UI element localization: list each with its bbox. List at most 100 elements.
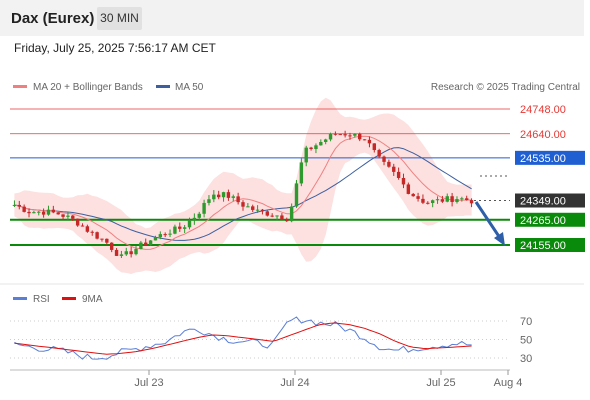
- candle-body: [207, 199, 211, 203]
- x-tick-label: Aug 4: [494, 377, 523, 389]
- candle-body: [241, 202, 245, 207]
- candle-body: [46, 209, 51, 215]
- candle-body: [304, 147, 308, 163]
- candle-body: [406, 184, 411, 194]
- candle-body: [221, 192, 226, 198]
- level-label-pivot: 24535.00: [520, 153, 566, 165]
- candle-body: [80, 225, 85, 227]
- candle-body: [377, 150, 381, 157]
- legend-swatch-rsi: [13, 297, 27, 300]
- candle-body: [61, 214, 65, 217]
- rsi-lines: [14, 316, 472, 360]
- candle-body: [173, 226, 177, 234]
- candle-body: [333, 133, 338, 135]
- candle-body: [319, 141, 323, 146]
- candle-body: [299, 162, 304, 184]
- candle-body: [455, 199, 459, 203]
- candle-body: [421, 198, 425, 203]
- level-label-bg-support: [515, 212, 585, 227]
- candle-body: [426, 202, 430, 204]
- level-label-support: 24155.00: [520, 240, 566, 252]
- instrument-title: Dax (Eurex): [11, 10, 95, 27]
- candle-body: [114, 249, 119, 256]
- candle-body: [66, 215, 70, 217]
- candle-body: [144, 242, 148, 245]
- rsi-tick-label: 50: [520, 335, 532, 347]
- candle-body: [212, 194, 216, 200]
- legend-credit: Research © 2025 Trading Central: [431, 82, 580, 93]
- ma20-path: [14, 135, 472, 250]
- legend-rsi: RSI: [33, 294, 50, 305]
- rsi-tick-label: 70: [520, 316, 532, 328]
- candle-body: [75, 218, 80, 226]
- rsi-path: [14, 316, 472, 360]
- candle-body: [139, 242, 143, 250]
- candle-body: [41, 211, 46, 215]
- candle-body: [314, 145, 318, 150]
- candle-body: [216, 194, 221, 198]
- level-label-support: 24265.00: [520, 215, 566, 227]
- candle-body: [270, 215, 274, 217]
- level-labels: 24748.00 24640.00 24535.00 24349.00 24265.00…: [515, 104, 585, 252]
- candle-body: [382, 156, 386, 162]
- candle-body: [231, 196, 235, 198]
- x-tick-label: Jul 23: [134, 377, 163, 389]
- level-label-resistance: 24640.00: [520, 129, 566, 141]
- candle-body: [362, 139, 367, 141]
- candle-body: [22, 206, 26, 212]
- legend-9ma: 9MA: [82, 294, 103, 305]
- candle-body: [56, 212, 60, 215]
- candles: [12, 130, 474, 258]
- candle-body: [129, 251, 133, 255]
- candle-body: [469, 200, 474, 204]
- candle-body: [197, 213, 201, 218]
- candle-body: [416, 196, 420, 199]
- ma50-line: [14, 147, 472, 241]
- candle-body: [435, 199, 440, 201]
- candle-body: [251, 206, 255, 210]
- candle-body: [260, 209, 265, 212]
- level-label-bg-pivot: [515, 150, 585, 165]
- candle-body: [32, 212, 36, 214]
- candle-body: [372, 143, 377, 151]
- candle-body: [168, 233, 172, 235]
- candle-body: [348, 135, 352, 137]
- legend-swatch-ma9: [62, 297, 76, 300]
- candle-body: [275, 215, 279, 217]
- candle-body: [465, 198, 469, 201]
- ma50-path: [14, 147, 472, 241]
- candle-body: [460, 198, 464, 200]
- candle-body: [17, 204, 21, 207]
- candle-body: [401, 177, 406, 185]
- candle-body: [367, 139, 372, 144]
- projection-arrow: [474, 201, 502, 239]
- candle-body: [440, 199, 445, 202]
- candle-body: [353, 133, 357, 136]
- candle-body: [37, 211, 41, 213]
- candle-body: [187, 220, 192, 228]
- candle-body: [178, 226, 182, 229]
- legend-ma50: MA 50: [175, 82, 204, 93]
- candle-body: [265, 211, 270, 216]
- bollinger-bands: [14, 97, 472, 274]
- header-bar: Dax (Eurex) 30 MIN: [0, 0, 584, 36]
- candle-body: [411, 193, 415, 197]
- candle-body: [124, 251, 128, 255]
- candle-body: [158, 234, 163, 238]
- candle-body: [392, 166, 396, 172]
- candle-body: [396, 171, 401, 178]
- candle-body: [387, 161, 391, 167]
- candle-body: [280, 215, 284, 220]
- candle-body: [182, 227, 187, 229]
- candle-body: [134, 249, 138, 255]
- candle-body: [294, 183, 299, 207]
- candle-body: [338, 134, 342, 136]
- candle-body: [85, 226, 90, 232]
- candle-body: [105, 238, 109, 243]
- candle-body: [71, 215, 75, 219]
- candle-body: [358, 133, 362, 140]
- candle-body: [109, 242, 114, 250]
- candle-body: [119, 254, 124, 256]
- timeframe-button[interactable]: 30 MIN: [97, 7, 142, 30]
